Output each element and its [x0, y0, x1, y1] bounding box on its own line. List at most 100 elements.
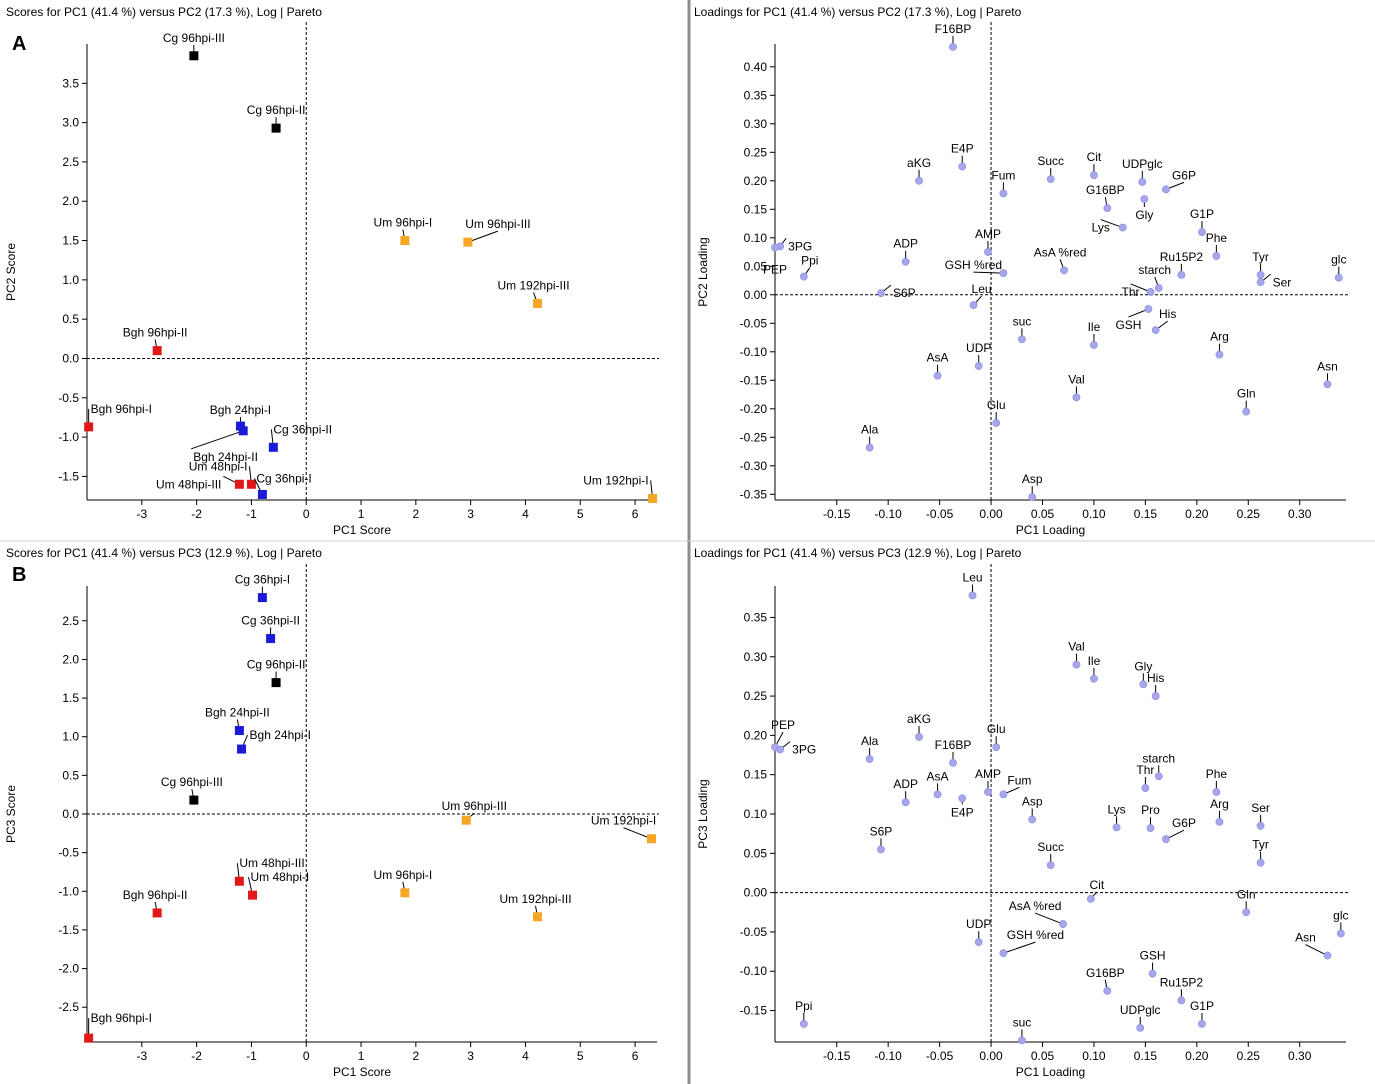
x-tick-label: 3 — [467, 507, 474, 521]
point-label: Succ — [1037, 154, 1064, 168]
point-label: Cg 36hpi-I — [256, 471, 311, 485]
loading-point — [1256, 270, 1265, 279]
point-label: Cg 96hpi-II — [247, 658, 306, 672]
y-tick-label: 0.05 — [744, 846, 768, 860]
score-point — [271, 123, 281, 133]
point-label: Cg 36hpi-II — [241, 614, 300, 628]
loading-point — [1242, 908, 1251, 917]
x-tick-label: -0.10 — [874, 507, 902, 521]
loading-point — [1060, 266, 1069, 275]
y-tick-label: 0.5 — [62, 312, 79, 326]
y-tick-label: 0.35 — [744, 610, 768, 624]
y-tick-label: 3.0 — [62, 116, 79, 130]
point-label: Asn — [1317, 359, 1338, 373]
y-tick-label: 2.5 — [62, 155, 79, 169]
x-tick-label: -0.05 — [926, 1049, 954, 1063]
y-tick-label: -0.05 — [740, 925, 768, 939]
loading-point — [1336, 929, 1345, 938]
x-axis-label: PC1 Score — [333, 1065, 391, 1079]
loading-point — [1154, 284, 1163, 292]
loading-point — [969, 301, 978, 309]
point-label: Ppi — [795, 999, 812, 1013]
y-tick-label: -0.5 — [58, 391, 79, 405]
x-tick-label: 5 — [577, 507, 584, 521]
x-tick-label: 0.10 — [1082, 1049, 1106, 1063]
loading-point — [1138, 178, 1147, 186]
point-label: Leu — [972, 282, 992, 296]
point-label: Cg 96hpi-II — [247, 103, 306, 117]
point-label: Bgh 96hpi-I — [91, 1011, 152, 1025]
loading-point — [1215, 817, 1224, 826]
loading-point — [1212, 252, 1221, 260]
x-tick-label: 0.05 — [1031, 1049, 1055, 1063]
x-tick-label: 2 — [413, 1049, 420, 1063]
point-label: Um 48hpi-I — [251, 870, 310, 884]
y-tick-label: 0.15 — [744, 768, 768, 782]
score-point — [533, 298, 543, 308]
y-tick-label: 1.5 — [62, 234, 79, 248]
y-tick-label: 0.40 — [744, 60, 768, 74]
loading-point — [1118, 223, 1127, 232]
point-label: Bgh 96hpi-I — [91, 402, 152, 416]
point-label: AsA %red — [1034, 245, 1087, 259]
point-label: Um 96hpi-I — [374, 868, 433, 882]
point-label: ADP — [893, 237, 918, 251]
y-tick-label: 0.10 — [744, 807, 768, 821]
x-tick-label: 4 — [522, 1049, 529, 1063]
loading-point — [1103, 986, 1112, 995]
score-point — [648, 493, 658, 503]
x-tick-label: 0.00 — [979, 507, 1003, 521]
x-tick-label: -3 — [136, 507, 147, 521]
point-label: Um 48hpi-I — [189, 459, 248, 473]
point-label: glc — [1333, 909, 1348, 923]
score-point — [400, 236, 410, 246]
loading-point — [1072, 660, 1081, 669]
score-point — [461, 815, 471, 825]
y-axis-label: PC2 Loading — [696, 237, 710, 306]
point-label: AsA — [927, 769, 949, 783]
score-point — [533, 912, 543, 922]
point-label: Ru15P2 — [1160, 975, 1204, 989]
loading-point — [1256, 278, 1265, 287]
point-label: G16BP — [1086, 183, 1125, 197]
point-label: AsA — [927, 351, 949, 365]
score-point — [189, 795, 199, 805]
point-label: Bgh 24hpi-I — [210, 403, 271, 417]
point-label: suc — [1013, 314, 1032, 328]
chart-loadingsA: Loadings for PC1 (41.4 %) versus PC2 (17… — [694, 5, 1348, 537]
point-label: Val — [1068, 640, 1084, 654]
point-label: Thr — [1136, 763, 1154, 777]
point-label: G1P — [1190, 207, 1214, 221]
point-leader-line — [623, 827, 652, 840]
loading-point — [992, 743, 1001, 752]
loading-point — [1148, 969, 1157, 978]
point-label: GSH %red — [945, 258, 1002, 272]
point-label: Cg 36hpi-I — [235, 573, 290, 587]
point-leader-line — [1003, 941, 1036, 954]
point-label: AsA %red — [1009, 899, 1062, 913]
loading-point — [1162, 185, 1170, 194]
score-point — [647, 834, 657, 844]
loading-point — [901, 798, 910, 807]
y-tick-label: -0.20 — [740, 402, 768, 416]
point-label: ADP — [893, 777, 918, 791]
x-tick-label: 0.05 — [1031, 507, 1055, 521]
loading-point — [1162, 835, 1170, 844]
y-tick-label: 0.00 — [744, 886, 768, 900]
loading-point — [1072, 393, 1081, 402]
score-point — [234, 479, 244, 489]
y-tick-label: 0.20 — [744, 174, 768, 188]
loading-point — [1198, 228, 1206, 236]
loading-point — [974, 938, 983, 947]
x-tick-label: 1 — [358, 507, 365, 521]
loading-point — [877, 289, 885, 297]
x-tick-label: 3 — [467, 1049, 474, 1063]
score-point — [237, 744, 247, 754]
point-label: Succ — [1037, 840, 1064, 854]
loading-point — [949, 758, 957, 767]
y-axis-label: PC3 Loading — [696, 779, 710, 848]
loading-point — [901, 257, 910, 266]
y-tick-label: 0.10 — [744, 231, 768, 245]
loading-point — [776, 745, 785, 754]
loading-point — [933, 790, 942, 799]
